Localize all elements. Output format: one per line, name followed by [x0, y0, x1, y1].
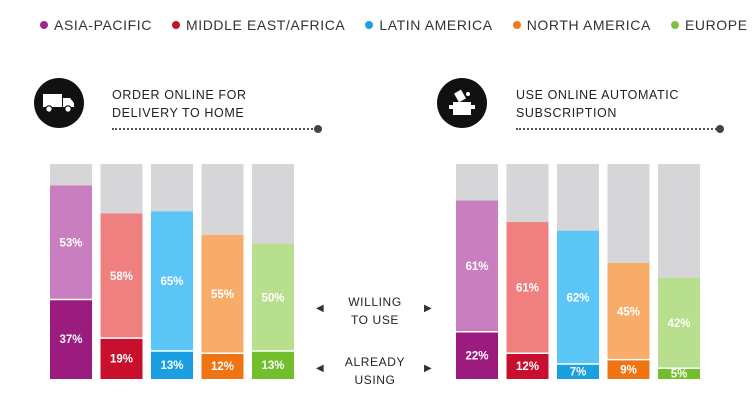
- already-value-label: 9%: [620, 364, 637, 376]
- willing-value-label: 50%: [261, 292, 284, 304]
- bar-remainder-latin-america: [151, 164, 193, 211]
- already-value-label: 12%: [211, 361, 234, 373]
- willing-value-label: 61%: [516, 283, 539, 295]
- bar-remainder-middle-east-africa: [101, 164, 143, 213]
- willing-value-label: 58%: [110, 271, 133, 283]
- bar-remainder-north-america: [608, 164, 650, 263]
- bar-remainder-latin-america: [557, 164, 599, 231]
- already-value-label: 19%: [110, 354, 133, 366]
- bar-remainder-europe: [658, 164, 700, 278]
- already-value-label: 13%: [160, 360, 183, 372]
- bar-remainder-north-america: [202, 164, 244, 235]
- willing-value-label: 53%: [59, 237, 82, 249]
- bar-remainder-asia-pacific: [50, 164, 92, 186]
- already-value-label: 5%: [671, 369, 688, 381]
- willing-value-label: 55%: [211, 289, 234, 301]
- willing-value-label: 61%: [465, 261, 488, 273]
- already-value-label: 13%: [261, 360, 284, 372]
- already-value-label: 37%: [59, 334, 82, 346]
- already-value-label: 22%: [465, 350, 488, 362]
- bar-remainder-middle-east-africa: [507, 164, 549, 222]
- bar-remainder-asia-pacific: [456, 164, 498, 201]
- willing-value-label: 62%: [566, 292, 589, 304]
- already-value-label: 7%: [570, 366, 587, 378]
- willing-value-label: 45%: [617, 306, 640, 318]
- already-value-label: 12%: [516, 361, 539, 373]
- bar-remainder-europe: [252, 164, 294, 244]
- willing-value-label: 42%: [667, 318, 690, 330]
- willing-value-label: 65%: [160, 276, 183, 288]
